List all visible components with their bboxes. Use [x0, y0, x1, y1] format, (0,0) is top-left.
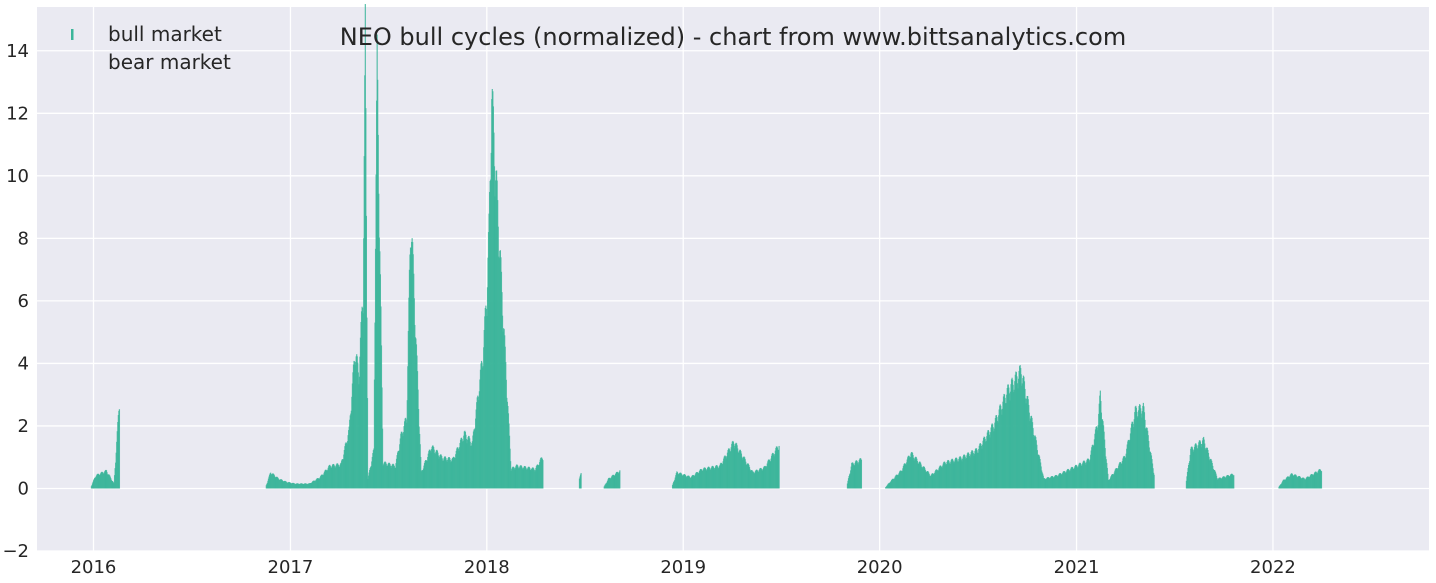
bull-bar — [1153, 474, 1155, 489]
bull-market-bars — [90, 4, 1323, 489]
x-tick-label: 2021 — [1054, 557, 1100, 578]
y-tick-label: 4 — [18, 353, 29, 374]
bull-bar — [619, 470, 621, 489]
y-tick-label: −2 — [2, 541, 29, 562]
bull-bar — [381, 428, 384, 489]
y-tick-label: 14 — [6, 41, 29, 62]
bull-bar — [580, 473, 582, 489]
legend-bear-label: bear market — [108, 50, 231, 74]
x-axis-ticks: 2016 2017 2018 2019 2020 2021 2022 — [71, 557, 1296, 578]
legend-bull-label: bull market — [108, 22, 222, 46]
y-tick-label: 0 — [18, 478, 29, 499]
bull-bar — [366, 398, 369, 489]
x-tick-label: 2020 — [857, 557, 903, 578]
bull-bar — [1233, 475, 1235, 489]
x-tick-label: 2022 — [1250, 557, 1296, 578]
y-tick-label: 12 — [6, 103, 29, 124]
chart-title: NEO bull cycles (normalized) - chart fro… — [340, 23, 1126, 51]
bull-bar — [778, 445, 780, 489]
legend-bull-marker — [71, 29, 74, 40]
x-tick-label: 2016 — [71, 557, 117, 578]
bull-bar — [118, 409, 121, 489]
y-tick-label: 6 — [18, 291, 29, 312]
y-tick-label: 2 — [18, 416, 29, 437]
x-tick-label: 2019 — [660, 557, 706, 578]
bull-bar — [542, 460, 544, 489]
x-tick-label: 2017 — [268, 557, 314, 578]
y-tick-label: 8 — [18, 228, 29, 249]
legend: bull market bear market — [71, 22, 231, 74]
bull-bar — [860, 459, 863, 489]
y-axis-ticks: −2 0 2 4 6 8 10 12 14 — [2, 41, 29, 562]
y-tick-label: 10 — [6, 166, 29, 187]
x-tick-label: 2018 — [464, 557, 510, 578]
bull-bar — [1320, 471, 1323, 489]
